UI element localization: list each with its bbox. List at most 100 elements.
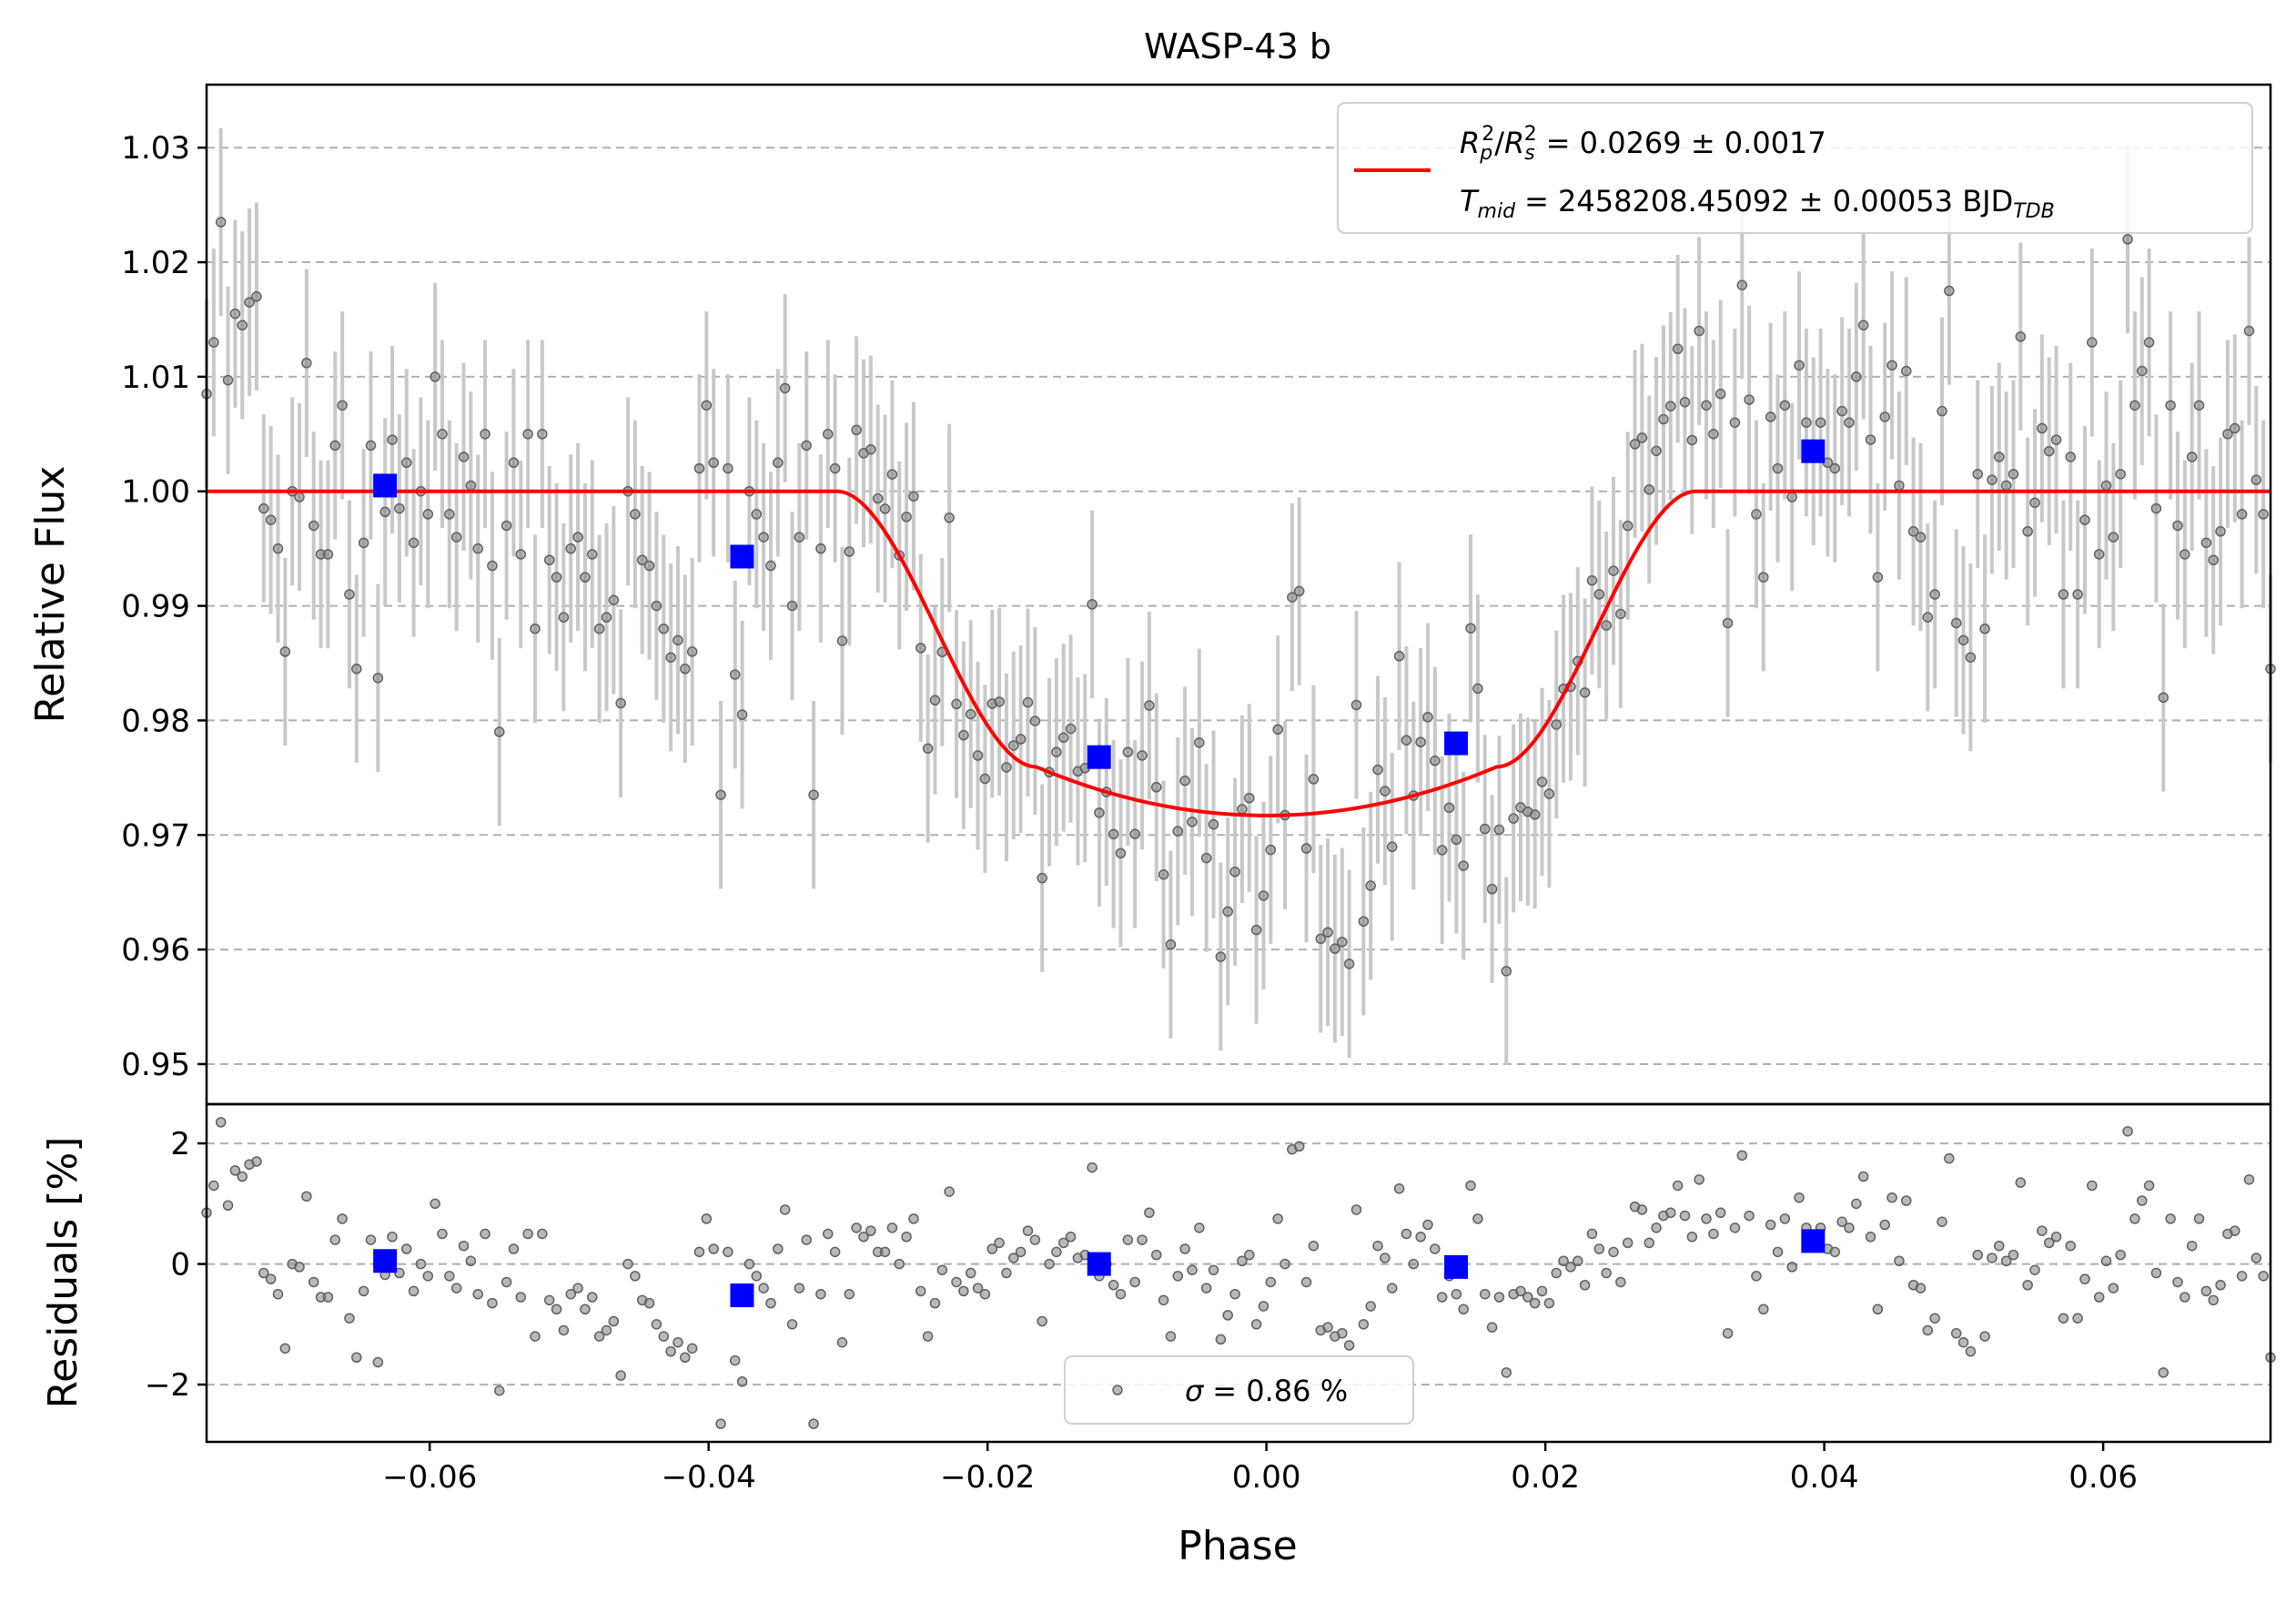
flux-data-point bbox=[1472, 683, 1483, 695]
flux-data-point bbox=[1115, 847, 1127, 859]
flux-data-point bbox=[958, 729, 969, 741]
residual-data-point bbox=[450, 1283, 462, 1294]
residual-data-point bbox=[686, 1343, 698, 1354]
residual-data-point bbox=[1458, 1304, 1469, 1314]
residual-data-point bbox=[1208, 1264, 1219, 1275]
flux-data-point bbox=[1644, 484, 1654, 495]
residual-data-point bbox=[2087, 1180, 2098, 1192]
flux-data-point bbox=[729, 669, 741, 680]
residual-data-point bbox=[1393, 1183, 1405, 1194]
bottom-y-tick-label: 2 bbox=[170, 1126, 190, 1162]
residual-data-point bbox=[530, 1331, 541, 1342]
residual-data-point bbox=[487, 1297, 498, 1309]
flux-data-point bbox=[2100, 480, 2112, 492]
flux-data-point bbox=[1722, 617, 1734, 629]
residual-data-point bbox=[1194, 1223, 1205, 1233]
residual-data-point bbox=[751, 1271, 763, 1282]
flux-data-point bbox=[872, 492, 884, 504]
residual-data-point bbox=[1786, 1262, 1797, 1273]
flux-data-point bbox=[444, 509, 455, 520]
residual-data-point bbox=[1586, 1228, 1598, 1240]
flux-data-point bbox=[2172, 520, 2183, 532]
flux-data-point bbox=[580, 572, 591, 583]
residual-data-point bbox=[2058, 1313, 2069, 1324]
flux-data-point bbox=[2065, 451, 2077, 462]
residual-data-point bbox=[1579, 1280, 1591, 1291]
flux-data-point bbox=[1029, 715, 1041, 726]
residual-data-point bbox=[1922, 1324, 1934, 1336]
residual-data-point bbox=[1322, 1322, 1333, 1333]
flux-data-point bbox=[808, 789, 819, 800]
residual-data-point bbox=[265, 1273, 277, 1284]
flux-data-point bbox=[1844, 417, 1855, 428]
residual-data-point bbox=[1515, 1285, 1526, 1297]
flux-data-point bbox=[736, 709, 748, 720]
flux-data-point bbox=[1879, 411, 1890, 422]
flux-data-point bbox=[1586, 574, 1598, 586]
flux-data-point bbox=[1751, 509, 1762, 520]
residual-data-point bbox=[1472, 1213, 1483, 1224]
residual-data-point bbox=[394, 1267, 405, 1279]
flux-data-point bbox=[337, 400, 348, 411]
residual-data-point bbox=[1751, 1271, 1762, 1282]
residual-data-point bbox=[372, 1356, 384, 1368]
flux-data-point bbox=[422, 509, 434, 520]
flux-data-point bbox=[1836, 405, 1847, 417]
x-tick-label: 0.04 bbox=[1790, 1459, 1859, 1496]
flux-data-point bbox=[258, 502, 269, 514]
residual-data-point bbox=[1215, 1334, 1227, 1345]
flux-data-point bbox=[2165, 400, 2176, 411]
flux-data-point bbox=[1872, 572, 1884, 583]
residual-data-point bbox=[1744, 1210, 1755, 1222]
residual-data-point bbox=[2029, 1264, 2040, 1275]
flux-data-point bbox=[358, 537, 369, 549]
flux-data-point bbox=[994, 696, 1005, 707]
flux-data-point bbox=[551, 572, 562, 583]
flux-data-point bbox=[1022, 696, 1034, 708]
flux-data-point bbox=[1615, 608, 1626, 620]
residual-data-point bbox=[901, 1232, 912, 1243]
flux-data-point bbox=[237, 320, 248, 331]
flux-data-point bbox=[1708, 429, 1719, 440]
flux-data-point bbox=[836, 635, 848, 646]
flux-data-point bbox=[1944, 285, 1955, 297]
legend-tmid-symbol: T bbox=[1460, 184, 1480, 218]
residual-data-point bbox=[465, 1255, 477, 1266]
residual-data-point bbox=[951, 1276, 962, 1288]
x-tick-label: 0.02 bbox=[1511, 1459, 1580, 1496]
residual-data-point bbox=[1337, 1328, 1348, 1339]
flux-data-point bbox=[1436, 845, 1448, 856]
flux-data-point bbox=[1443, 802, 1455, 814]
residual-data-point bbox=[858, 1232, 869, 1243]
flux-data-point bbox=[1672, 343, 1684, 355]
residual-data-point bbox=[508, 1243, 520, 1254]
x-tick-label: −0.02 bbox=[940, 1459, 1035, 1496]
flux-data-point bbox=[2250, 474, 2262, 485]
residual-data-point bbox=[1644, 1237, 1654, 1249]
flux-data-point bbox=[686, 646, 698, 657]
residual-data-point bbox=[1137, 1234, 1148, 1245]
flux-data-point bbox=[693, 462, 705, 474]
flux-data-point bbox=[2200, 537, 2212, 549]
flux-data-point bbox=[2022, 526, 2033, 537]
top-panel: 0.95 0.96 0.97 0.98 0.99 1.00 1.01 1.02 1.03 Rel… bbox=[27, 83, 2276, 1106]
residual-data-point bbox=[1543, 1297, 1555, 1309]
residual-data-point bbox=[1493, 1292, 1505, 1303]
residual-data-point bbox=[565, 1288, 576, 1300]
flux-data-point bbox=[1994, 451, 2005, 462]
flux-data-point bbox=[1337, 937, 1348, 948]
residual-data-point bbox=[815, 1288, 826, 1300]
flux-data-point bbox=[1915, 532, 1927, 543]
flux-data-point bbox=[815, 543, 826, 554]
flux-data-point bbox=[2150, 502, 2162, 514]
residual-data-point bbox=[1522, 1292, 1533, 1303]
flux-data-point bbox=[472, 543, 483, 554]
bottom-y-tick-label: −2 bbox=[145, 1367, 190, 1404]
residual-data-point bbox=[958, 1285, 969, 1297]
legend-tmid-text: Tmid = 2458208.45092 ± 0.00053 BJDTDB bbox=[1460, 184, 2055, 223]
residual-data-point bbox=[258, 1267, 269, 1279]
residual-data-point bbox=[1265, 1276, 1277, 1288]
residual-data-point bbox=[2143, 1180, 2155, 1192]
residual-data-point bbox=[1765, 1219, 1776, 1231]
residual-data-point bbox=[1529, 1297, 1541, 1309]
